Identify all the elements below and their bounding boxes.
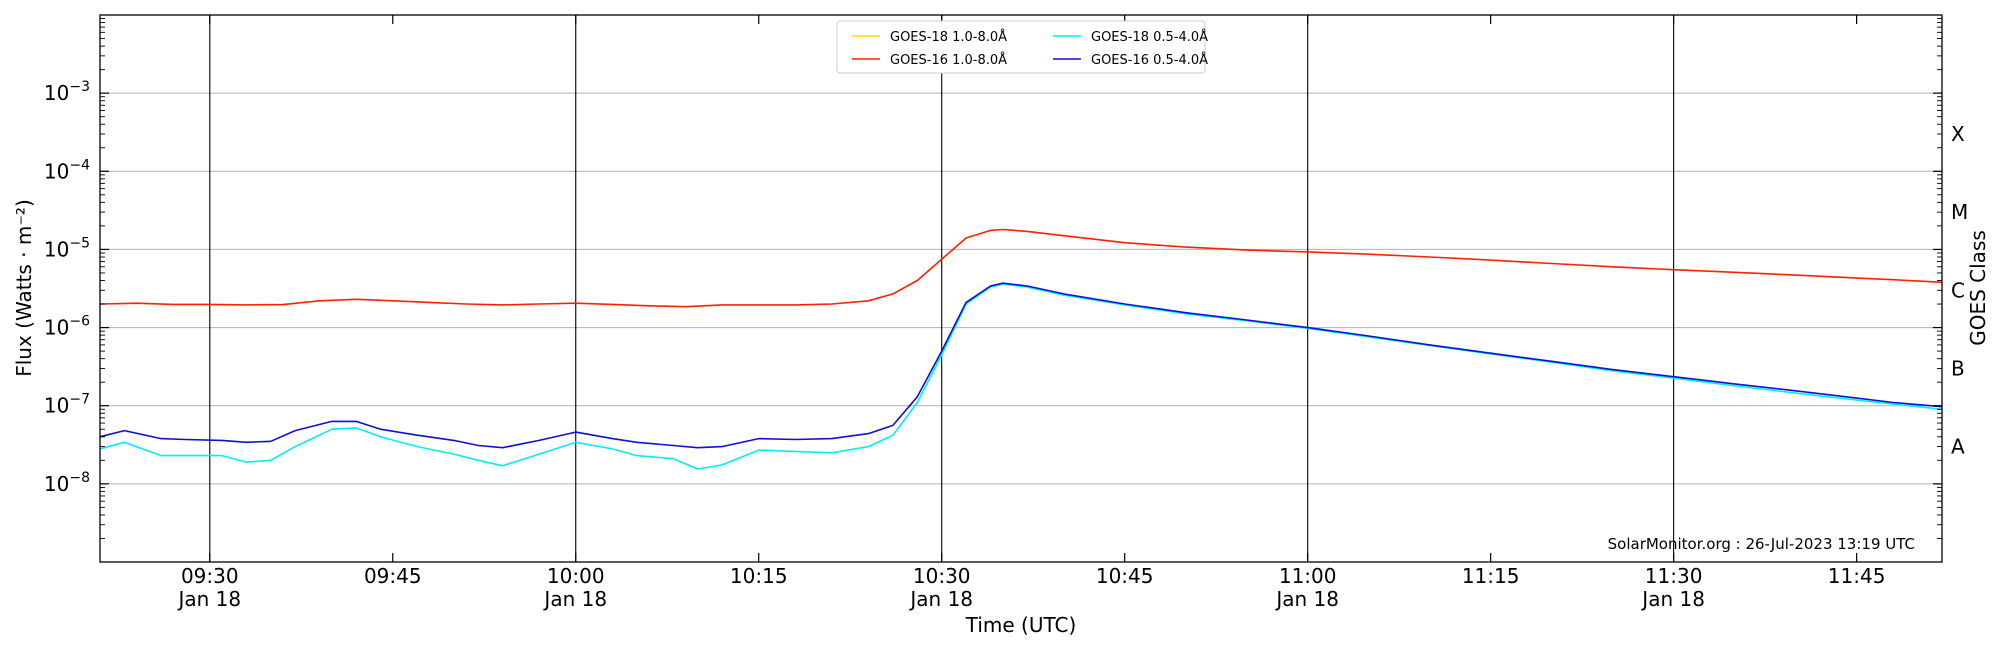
goes-class-label: C — [1951, 278, 1965, 302]
x-tick-date-label: Jan 18 — [1640, 587, 1705, 611]
y-axis-title: Flux (Watts · m⁻²) — [12, 199, 36, 377]
goes-class-label: X — [1951, 122, 1965, 146]
legend-box — [836, 20, 1206, 74]
y-tick-label: 10−4 — [44, 157, 90, 183]
x-tick-date-label: Jan 18 — [176, 587, 241, 611]
goes-class-labels: A B C M X — [1951, 122, 1968, 459]
x-tick-label: 10:15 — [730, 564, 788, 588]
y-tick-label: 10−5 — [44, 235, 90, 261]
x-tick-label: 11:00 — [1279, 564, 1337, 588]
x-tick-date-label: Jan 18 — [908, 587, 973, 611]
y-tick-label: 10−8 — [44, 470, 90, 496]
legend: GOES-18 1.0-8.0Å GOES-16 1.0-8.0Å GOES-18 … — [836, 20, 1208, 74]
credit-text: SolarMonitor.org : 26-Jul-2023 13:19 UTC — [1608, 535, 1915, 553]
x-tick-label: 10:45 — [1096, 564, 1154, 588]
right-axis-title: GOES Class — [1966, 230, 1990, 346]
y-axis-ticks: 10−8 10−7 10−6 10−5 10−4 10−3 — [44, 18, 1942, 539]
legend-label-4: GOES-16 0.5-4.0Å — [1091, 52, 1208, 68]
plot-background — [100, 15, 1942, 562]
legend-label-1: GOES-18 1.0-8.0Å — [890, 29, 1007, 45]
x-tick-label: 09:30 — [181, 564, 239, 588]
goes-class-label: B — [1951, 356, 1965, 380]
goes-class-label: M — [1951, 200, 1968, 224]
plot-frame — [99, 14, 1943, 563]
series-line-4 — [99, 282, 1943, 449]
x-tick-label: 11:30 — [1645, 564, 1703, 588]
x-tick-label: 11:45 — [1828, 564, 1886, 588]
x-tick-label: 11:15 — [1462, 564, 1520, 588]
y-tick-label: 10−3 — [44, 79, 90, 105]
series-line-2 — [99, 228, 1943, 308]
x-tick-label: 09:45 — [364, 564, 422, 588]
y-tick-label: 10−6 — [44, 314, 90, 340]
date-vertical-lines — [209, 15, 1675, 562]
y-tick-label: 10−7 — [44, 392, 90, 418]
goes-class-label: A — [1951, 435, 1965, 459]
x-tick-label: 10:30 — [913, 564, 971, 588]
series-layer — [99, 228, 1943, 470]
legend-label-2: GOES-16 1.0-8.0Å — [890, 52, 1007, 68]
x-tick-date-label: Jan 18 — [542, 587, 607, 611]
x-tick-label: 10:00 — [547, 564, 605, 588]
horizontal-gridlines — [100, 92, 1942, 485]
legend-label-3: GOES-18 0.5-4.0Å — [1091, 29, 1208, 45]
x-axis-title: Time (UTC) — [965, 613, 1077, 637]
x-tick-date-label: Jan 18 — [1274, 587, 1339, 611]
